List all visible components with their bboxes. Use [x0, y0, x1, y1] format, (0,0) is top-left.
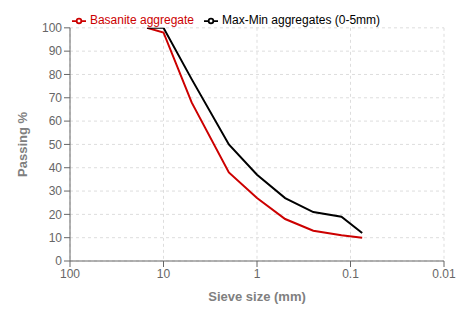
svg-text:60: 60	[49, 114, 63, 128]
svg-text:Passing %: Passing %	[15, 111, 30, 176]
svg-text:30: 30	[49, 184, 63, 198]
svg-text:0.1: 0.1	[342, 267, 359, 281]
svg-text:20: 20	[49, 208, 63, 222]
svg-text:100: 100	[42, 21, 62, 35]
svg-text:Sieve size (mm): Sieve size (mm)	[208, 289, 306, 304]
svg-text:80: 80	[49, 68, 63, 82]
html-text:Basanite aggregate: Basanite aggregate	[89, 13, 194, 27]
svg-text:1: 1	[254, 267, 261, 281]
svg-text:10: 10	[49, 231, 63, 245]
svg-text:40: 40	[49, 161, 63, 175]
svg-text:10: 10	[157, 267, 171, 281]
svg-text:0: 0	[55, 254, 62, 268]
svg-text:70: 70	[49, 91, 63, 105]
svg-text:50: 50	[49, 138, 63, 152]
svg-text:0.01: 0.01	[432, 267, 456, 281]
svg-text:90: 90	[49, 44, 63, 58]
html-text:Max-Min aggregates (0-5mm): Max-Min aggregates (0-5mm)	[222, 13, 381, 27]
svg-text:100: 100	[60, 267, 80, 281]
